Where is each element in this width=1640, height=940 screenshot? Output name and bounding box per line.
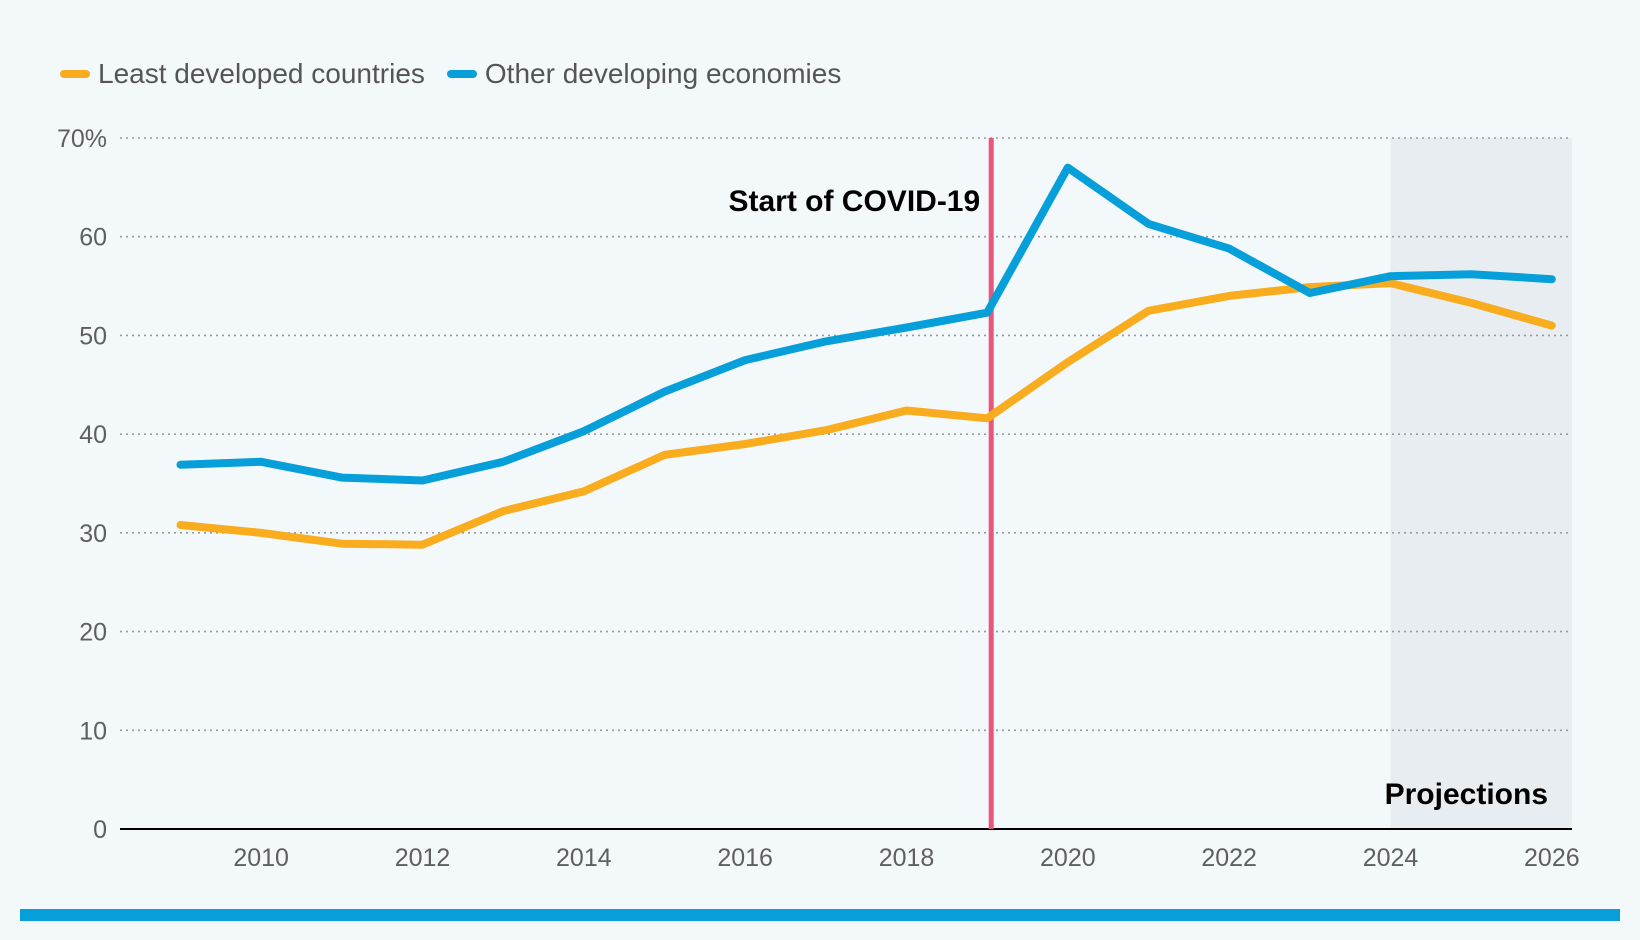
projection-band	[1390, 138, 1572, 829]
projections-label: Projections	[1385, 778, 1548, 811]
bottom-accent-bar	[20, 909, 1620, 921]
gridlines	[120, 137, 1572, 732]
x-tick-label: 2010	[233, 844, 289, 872]
legend: Least developed countries Other developi…	[60, 58, 841, 90]
covid-start-label: Start of COVID-19	[728, 185, 980, 218]
y-tick-label: 20	[79, 619, 107, 647]
x-tick-label: 2022	[1201, 844, 1257, 872]
x-tick-label: 2026	[1524, 844, 1580, 872]
legend-item-other-developing: Other developing economies	[446, 58, 842, 90]
projection-band-layer	[1390, 138, 1572, 829]
legend-item-least-developed: Least developed countries	[60, 58, 425, 90]
x-tick-label: 2020	[1040, 844, 1096, 872]
legend-swatch-least-developed	[60, 70, 90, 78]
y-tick-label: 60	[79, 224, 107, 252]
series-line-other-developing	[176, 163, 1556, 485]
x-tick-label: 2014	[556, 844, 612, 872]
legend-label-other-developing: Other developing economies	[484, 58, 842, 89]
x-tick-label: 2024	[1363, 844, 1419, 872]
legend-swatch-other-developing	[446, 70, 477, 78]
x-tick-label: 2012	[395, 844, 451, 872]
legend-label-least-developed: Least developed countries	[98, 58, 425, 89]
y-tick-label: 10	[79, 717, 107, 745]
x-tick-label: 2018	[879, 844, 935, 872]
axes: 0 10 20 30 40 50 60 70% 2010 2012 2014 2016 2018 2020…	[57, 125, 1580, 872]
series-lines	[176, 163, 1556, 549]
y-tick-label: 0	[93, 816, 107, 844]
y-tick-label: 40	[79, 421, 107, 449]
annotations: Projections Start of COVID-19	[728, 138, 1548, 829]
x-tick-label: 2016	[717, 844, 773, 872]
series-line-least-developed	[176, 279, 1556, 549]
y-tick-label: 30	[79, 520, 107, 548]
y-tick-label: 70%	[57, 125, 107, 153]
y-tick-label: 50	[79, 322, 107, 350]
